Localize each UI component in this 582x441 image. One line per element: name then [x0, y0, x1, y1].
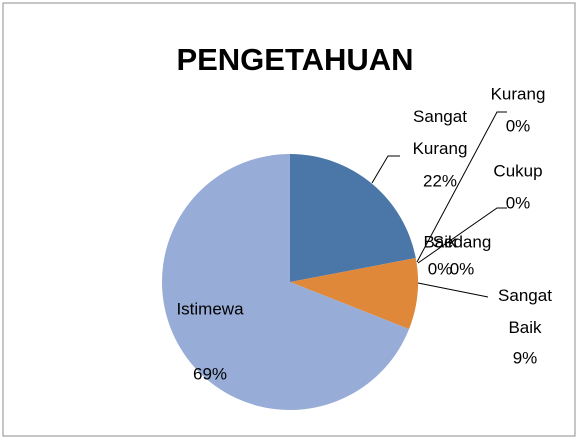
data-label-name: Istimewa — [176, 299, 244, 318]
data-label-value: 69% — [193, 364, 227, 383]
leader-line — [417, 282, 489, 298]
data-label-name: Sedang — [433, 232, 492, 251]
data-label-name: Sangat Kurang — [413, 107, 468, 158]
data-label-value: 0% — [506, 116, 531, 135]
pie-slice — [290, 258, 419, 330]
chart-title: PENGETAHUAN — [176, 42, 413, 77]
pie-slice — [290, 154, 416, 282]
data-label-value: 9% — [513, 348, 538, 367]
data-label-value: 0% — [506, 193, 531, 212]
pie-slice — [161, 154, 410, 410]
data-label-value: 22% — [423, 171, 457, 190]
leader-line — [416, 111, 507, 263]
leader-line — [417, 207, 507, 264]
data-label-value: 0% — [428, 259, 453, 278]
data-label-name: Baik — [423, 232, 457, 251]
data-label-name: Kurang — [491, 84, 546, 103]
data-label-value: 0% — [450, 259, 475, 278]
data-label-name: Cukup — [493, 161, 542, 180]
data-label-name: Sangat Baik — [498, 286, 552, 337]
leader-line — [371, 155, 400, 184]
